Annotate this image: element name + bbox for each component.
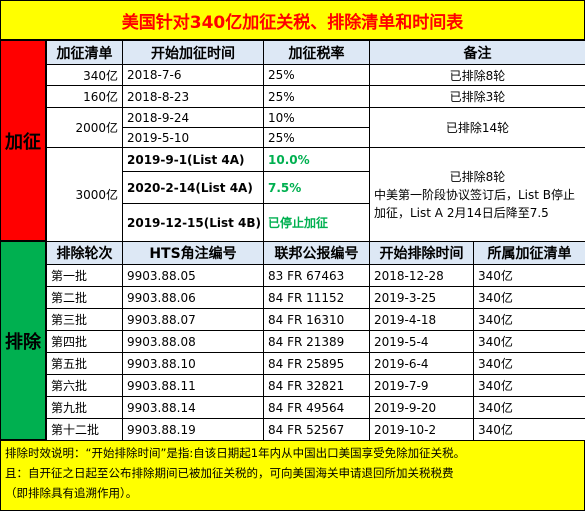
table-cell: 10%	[263, 107, 370, 128]
header-tariff-list: 加征清单	[46, 40, 123, 65]
table-row: 第九批 9903.88.14 84 FR 49564 2019-9-20 340亿	[46, 396, 585, 419]
table-cell: 2018-9-24	[122, 107, 264, 128]
table-cell: 2019-3-25	[369, 286, 474, 309]
table-cell: 已排除8轮	[369, 64, 585, 86]
header-round: 排除轮次	[46, 241, 123, 265]
remark-line: 已排除8轮	[449, 169, 506, 184]
table-cell: 84 FR 25895	[263, 352, 370, 375]
sheet-title: 美国针对340亿加征关税、排除清单和时间表	[0, 0, 585, 40]
table-row: 第六批 9903.88.11 84 FR 32821 2019-7-9 340亿	[46, 374, 585, 397]
table-cell: 第二批	[46, 286, 123, 309]
table-cell: 第四批	[46, 330, 123, 353]
header-fr: 联邦公报编号	[263, 241, 370, 265]
table-cell: 第一批	[46, 264, 123, 287]
table-cell: 160亿	[46, 85, 123, 108]
table-cell: 340亿	[473, 264, 585, 287]
table-row: 第三批 9903.88.07 84 FR 16310 2019-4-18 340亿	[46, 308, 585, 331]
header-excl-start: 开始排除时间	[369, 241, 474, 265]
table-cell: 340亿	[473, 418, 585, 441]
tariff-section-label: 加征	[0, 40, 46, 241]
exclusion-table: 排除轮次 HTS角注编号 联邦公报编号 开始排除时间 所属加征清单 第一批 990…	[46, 241, 585, 441]
table-cell: 2019-6-4	[369, 352, 474, 375]
table-row: 第五批 9903.88.10 84 FR 25895 2019-6-4 340亿	[46, 352, 585, 375]
remark-line: 中美第一阶段协议签订后，List B停止加征，List A 2月14日后降至7.…	[374, 187, 576, 220]
table-cell: 84 FR 52567	[263, 418, 370, 441]
table-cell: 9903.88.11	[122, 374, 264, 397]
header-tariff-start: 开始加征时间	[122, 40, 264, 65]
table-cell: 9903.88.07	[122, 308, 264, 331]
table-cell: 84 FR 49564	[263, 396, 370, 419]
table-cell: 第六批	[46, 374, 123, 397]
table-cell: 第五批	[46, 352, 123, 375]
table-cell: 2019-10-2	[369, 418, 474, 441]
table-cell: 2018-12-28	[369, 264, 474, 287]
table-cell: 第九批	[46, 396, 123, 419]
table-cell: 第三批	[46, 308, 123, 331]
table-cell: 84 FR 11152	[263, 286, 370, 309]
table-cell: 340亿	[473, 396, 585, 419]
table-cell: 9903.88.14	[122, 396, 264, 419]
table-cell: 9903.88.06	[122, 286, 264, 309]
table-cell: 340亿	[473, 374, 585, 397]
table-cell-remark: 已排除8轮 中美第一阶段协议签订后，List B停止加征，List A 2月14…	[369, 147, 585, 242]
table-cell: 2000亿	[46, 107, 123, 148]
header-tariff-rate: 加征税率	[263, 40, 370, 65]
tariff-table: 加征清单 开始加征时间 加征税率 备注 340亿 2018-7-6 25% 已排…	[46, 40, 585, 242]
header-excl-list: 所属加征清单	[473, 241, 585, 265]
table-cell: 340亿	[473, 286, 585, 309]
table-cell: 83 FR 67463	[263, 264, 370, 287]
table-cell: 已排除14轮	[369, 107, 585, 148]
table-cell: 3000亿	[46, 147, 123, 242]
table-cell: 25%	[263, 64, 370, 86]
table-cell: 10.0%	[263, 147, 370, 172]
header-remark: 备注	[369, 40, 585, 65]
table-cell: 9903.88.19	[122, 418, 264, 441]
table-cell: 25%	[263, 85, 370, 108]
table-cell: 2019-9-1(List 4A)	[122, 147, 264, 172]
table-cell: 340亿	[473, 330, 585, 353]
table-cell: 84 FR 16310	[263, 308, 370, 331]
table-row: 第四批 9903.88.08 84 FR 21389 2019-5-4 340亿	[46, 330, 585, 353]
table-cell: 2019-5-10	[122, 127, 264, 148]
note-line: （即排除具有追溯作用）。	[5, 486, 138, 500]
table-cell: 2019-12-15(List 4B)	[122, 203, 264, 242]
table-cell: 340亿	[473, 352, 585, 375]
note-line: 且：自开征之日起至公布排除期间已被加征关税的，可向美国海关申请退回所加关税税费	[5, 466, 454, 480]
table-cell: 340亿	[46, 64, 123, 86]
table-cell: 2019-5-4	[369, 330, 474, 353]
table-cell: 第十二批	[46, 418, 123, 441]
table-row: 第二批 9903.88.06 84 FR 11152 2019-3-25 340亿	[46, 286, 585, 309]
table-cell: 25%	[263, 127, 370, 148]
header-hts: HTS角注编号	[122, 241, 264, 265]
table-cell: 9903.88.10	[122, 352, 264, 375]
note-line: 排除时效说明：“开始排除时间”是指:自该日期起1年内从中国出口美国享受免除加征关…	[5, 446, 466, 460]
table-cell: 2019-9-20	[369, 396, 474, 419]
table-cell: 9903.88.05	[122, 264, 264, 287]
table-cell: 2018-8-23	[122, 85, 264, 108]
table-row: 第一批 9903.88.05 83 FR 67463 2018-12-28 340亿	[46, 264, 585, 287]
table-cell: 2020-2-14(List 4A)	[122, 171, 264, 204]
table-cell: 7.5%	[263, 171, 370, 204]
table-row: 第十二批 9903.88.19 84 FR 52567 2019-10-2 340亿	[46, 418, 585, 441]
table-cell: 2019-4-18	[369, 308, 474, 331]
table-cell: 2018-7-6	[122, 64, 264, 86]
table-cell: 已停止加征	[263, 203, 370, 242]
exclusion-note: 排除时效说明：“开始排除时间”是指:自该日期起1年内从中国出口美国享受免除加征关…	[0, 440, 585, 511]
table-cell: 84 FR 21389	[263, 330, 370, 353]
table-cell: 2019-7-9	[369, 374, 474, 397]
exclusion-section-label: 排除	[0, 241, 46, 440]
table-cell: 340亿	[473, 308, 585, 331]
table-cell: 已排除3轮	[369, 85, 585, 108]
table-cell: 9903.88.08	[122, 330, 264, 353]
table-cell: 84 FR 32821	[263, 374, 370, 397]
